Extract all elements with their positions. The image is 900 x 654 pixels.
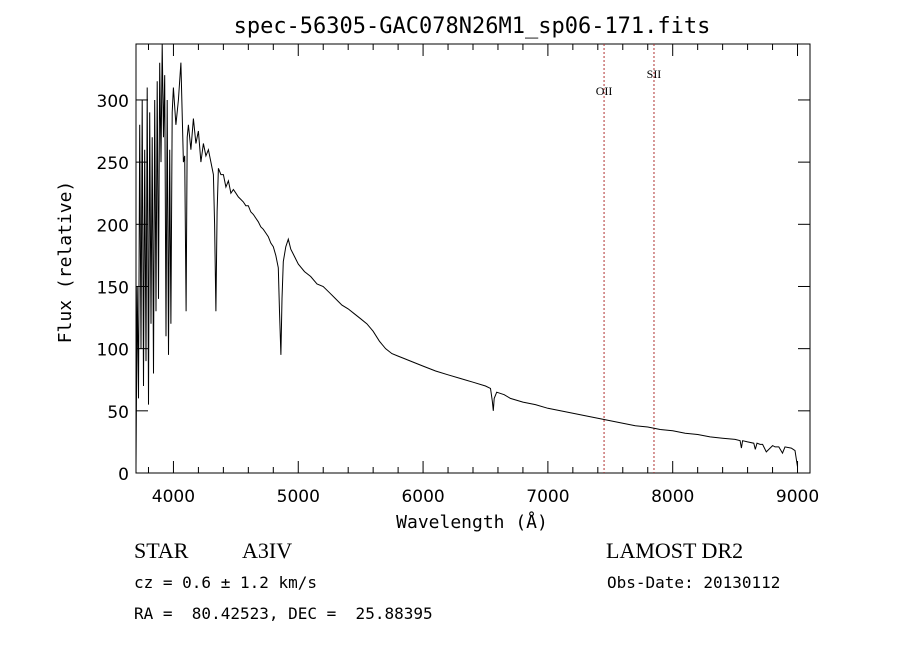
x-tick-label: 4000 xyxy=(152,487,195,507)
x-tick-label: 8000 xyxy=(651,487,694,507)
line-label-oii: OII xyxy=(596,84,613,98)
y-tick-label: 150 xyxy=(97,278,129,298)
object-type: STAR xyxy=(134,538,189,563)
y-tick-label: 100 xyxy=(97,341,129,361)
x-tick-label: 7000 xyxy=(526,487,569,507)
coordinates: RA = 80.42523, DEC = 25.88395 xyxy=(134,604,433,623)
x-tick-label: 6000 xyxy=(401,487,444,507)
obs-date: Obs-Date: 20130112 xyxy=(607,573,780,592)
y-tick-label: 50 xyxy=(107,403,129,423)
plot-frame xyxy=(135,43,811,474)
y-tick-label: 0 xyxy=(118,465,129,485)
y-axis: 0 50 100 150 200 250 300 xyxy=(97,92,810,485)
spectrum-line xyxy=(135,43,798,467)
y-tick-label: 250 xyxy=(97,154,129,174)
chart-title: spec-56305-GAC078N26M1_sp06-171.fits xyxy=(234,14,711,39)
subclass: A3IV xyxy=(242,538,292,563)
survey-name: LAMOST DR2 xyxy=(606,538,743,563)
y-axis-label: Flux (relative) xyxy=(55,181,76,344)
line-markers: OII SII xyxy=(596,44,662,473)
x-axis: 4000 5000 6000 7000 8000 9000 xyxy=(147,44,819,507)
line-label-sii: SII xyxy=(647,67,662,81)
x-axis-label: Wavelength (Å) xyxy=(396,511,548,533)
redshift-cz: cz = 0.6 ± 1.2 km/s xyxy=(134,573,317,592)
y-tick-label: 300 xyxy=(97,92,129,112)
x-tick-label: 5000 xyxy=(277,487,320,507)
x-tick-label: 9000 xyxy=(776,487,819,507)
y-tick-label: 200 xyxy=(97,216,129,236)
